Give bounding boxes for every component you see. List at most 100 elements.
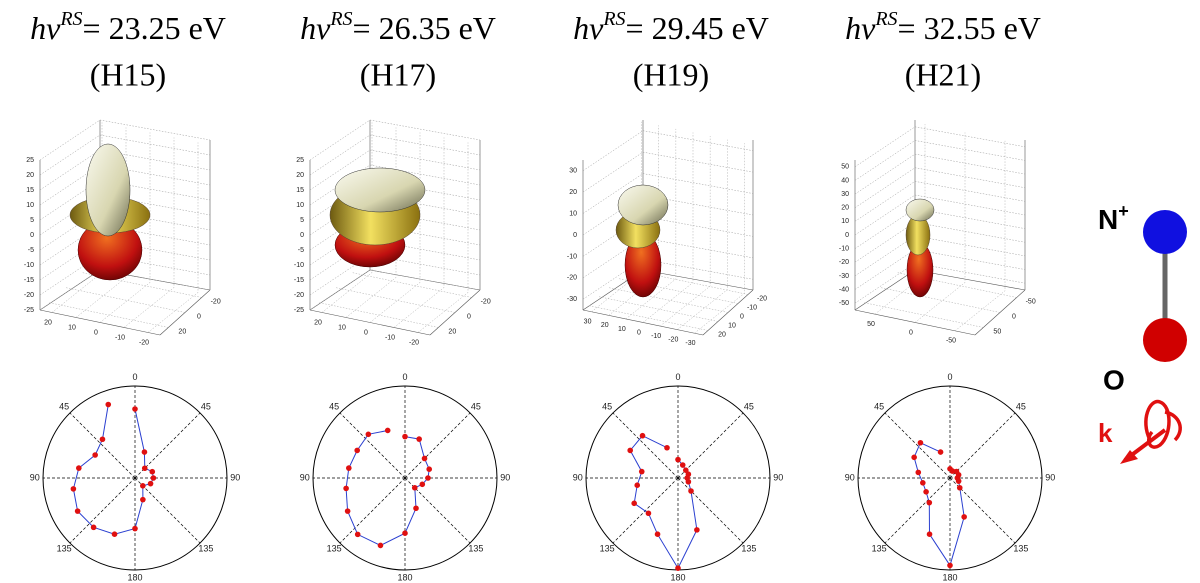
- angle-tick-label: 90: [500, 472, 510, 482]
- y-tick-label: 0: [197, 313, 201, 320]
- polar-grid-line: [69, 477, 136, 544]
- data-point: [343, 485, 349, 492]
- angle-tick-label: 90: [845, 472, 855, 482]
- x-tick-label: -20: [409, 339, 419, 346]
- z-tick-label: 0: [845, 232, 849, 239]
- grid-line: [863, 302, 984, 328]
- harmonic-label: (H21): [905, 56, 981, 92]
- data-point: [926, 499, 933, 506]
- grid-line: [854, 153, 1026, 195]
- polar-grid-line: [69, 412, 136, 479]
- angle-tick-label: 90: [1045, 472, 1055, 482]
- grid-line: [879, 287, 1001, 313]
- angle-tick-label: 45: [471, 401, 481, 411]
- z-tick-label: 10: [26, 202, 34, 209]
- z-tick-label: -25: [294, 307, 304, 314]
- grid-line: [309, 149, 481, 191]
- x-tick-label: -10: [651, 333, 661, 340]
- grid-line: [417, 142, 469, 333]
- data-point: [365, 431, 372, 438]
- angle-tick-label: 180: [397, 573, 412, 583]
- angle-tick-label: 90: [230, 472, 240, 482]
- data-point: [937, 449, 944, 455]
- angle-tick-label: 135: [600, 543, 615, 553]
- z-tick-label: 50: [841, 164, 849, 171]
- data-point: [639, 432, 646, 439]
- angle-tick-label: 45: [874, 401, 884, 411]
- grid-line: [854, 208, 1026, 249]
- grid-line: [369, 132, 421, 323]
- data-point: [645, 510, 652, 517]
- y-tick-label: 20: [448, 328, 456, 335]
- y-tick-label: 20: [178, 328, 186, 335]
- z-tick-label: -20: [567, 275, 577, 282]
- grid-line: [334, 287, 456, 313]
- data-point: [411, 484, 418, 491]
- y-tick-label: 0: [740, 313, 744, 320]
- panel-title: hνRS= 23.25 eV: [30, 8, 226, 47]
- angle-tick-label: 45: [744, 401, 754, 411]
- data-point: [664, 444, 670, 451]
- photon-superscript: RS: [874, 8, 897, 30]
- x-tick-label: -50: [946, 338, 956, 345]
- angle-tick-label: 135: [872, 543, 887, 553]
- z-tick-label: -5: [298, 247, 304, 254]
- grid-line: [309, 119, 481, 161]
- z-tick-label: -10: [839, 245, 849, 252]
- data-point: [961, 514, 967, 520]
- x-tick-label: 20: [44, 319, 52, 326]
- data-point: [354, 447, 360, 454]
- axis-line: [854, 269, 916, 311]
- y-tick-label: -20: [481, 298, 491, 305]
- x-tick-label: -20: [139, 339, 149, 346]
- z-tick-label: 5: [300, 217, 304, 224]
- angle-tick-label: 135: [57, 543, 72, 553]
- grid-line: [99, 132, 151, 323]
- surface-axes: 50 40 30 20 10 0 -10 -20 -30 -40 -50 50 0 -50 50 0 -50: [839, 120, 1036, 345]
- grid-line: [39, 119, 211, 161]
- data-point: [947, 562, 953, 569]
- data-point: [141, 465, 148, 472]
- z-tick-label: 20: [841, 205, 849, 212]
- angle-tick-label: 180: [942, 573, 957, 583]
- data-point: [90, 524, 97, 531]
- grid-line: [123, 137, 175, 328]
- z-tick-label: -10: [567, 253, 577, 260]
- axis-line: [369, 269, 481, 291]
- x-tick-label: 0: [94, 329, 98, 336]
- grid-line: [854, 181, 1026, 222]
- z-tick-label: 25: [296, 157, 304, 164]
- x-tick-label: 10: [338, 324, 346, 331]
- data-point: [631, 500, 637, 507]
- data-point: [675, 456, 681, 463]
- data-point: [92, 452, 98, 458]
- data-point: [150, 475, 157, 481]
- angle-tick-label: 90: [573, 472, 583, 482]
- wavevector-label: k: [1098, 418, 1113, 448]
- grid-line: [854, 262, 1026, 304]
- angle-tick-label: 135: [741, 543, 756, 553]
- x-tick-label: 10: [618, 326, 626, 333]
- data-point: [688, 488, 694, 494]
- data-point: [132, 406, 138, 412]
- atom-label: N+: [1098, 201, 1129, 236]
- polar-grid-line: [612, 477, 679, 544]
- molecule: N+ O k: [1098, 201, 1187, 464]
- grid-line: [582, 151, 754, 193]
- x-tick-label: 0: [637, 329, 641, 336]
- z-tick-label: 0: [573, 232, 577, 239]
- polar-grid-line: [884, 412, 951, 479]
- x-tick-label: -10: [115, 334, 125, 341]
- data-point: [634, 482, 641, 488]
- y-tick-label: -20: [211, 298, 221, 305]
- angle-tick-label: 45: [1016, 401, 1026, 411]
- z-tick-label: 15: [26, 187, 34, 194]
- data-point: [141, 449, 148, 455]
- x-tick-label: 20: [314, 319, 322, 326]
- angle-tick-label: 135: [468, 543, 483, 553]
- grid-line: [625, 128, 677, 320]
- fit-curve: [629, 435, 698, 570]
- data-point: [419, 481, 426, 488]
- grid-line: [309, 134, 481, 176]
- photon-symbol: hν: [30, 10, 61, 46]
